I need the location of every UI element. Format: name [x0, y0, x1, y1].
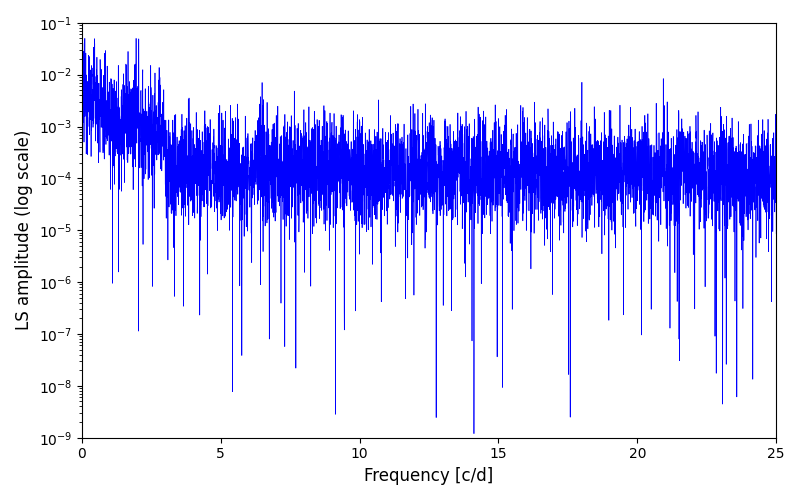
X-axis label: Frequency [c/d]: Frequency [c/d]: [364, 467, 494, 485]
Y-axis label: LS amplitude (log scale): LS amplitude (log scale): [15, 130, 33, 330]
